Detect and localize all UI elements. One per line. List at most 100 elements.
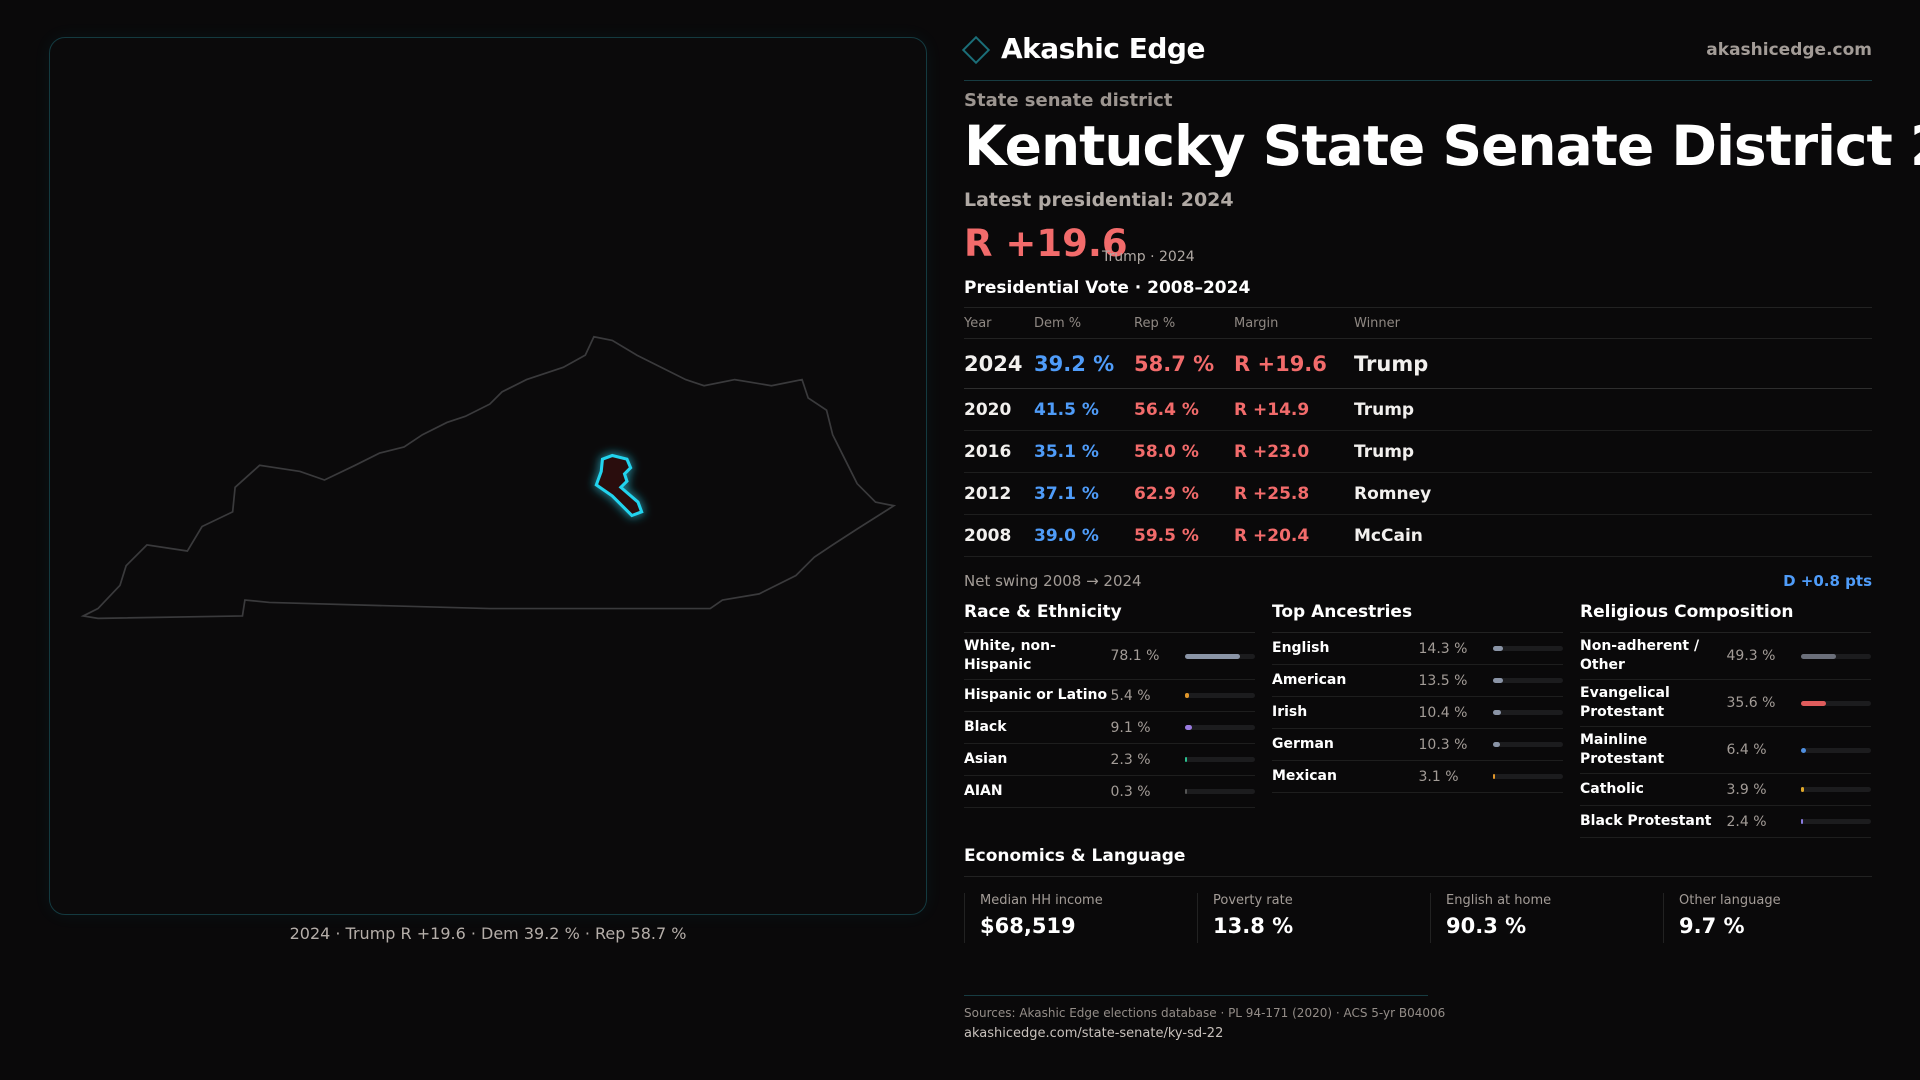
bar-fill: [1493, 742, 1501, 747]
list-item: Catholic 3.9 %: [1580, 774, 1872, 806]
stat-card: English at home 90.3 %: [1430, 893, 1656, 943]
bar-track: [1493, 774, 1564, 779]
winner-cell: Trump: [1354, 388, 1872, 431]
section-title: Top Ancestries: [1272, 602, 1563, 633]
latest-margin-subtitle: Trump · 2024: [1102, 249, 1195, 265]
list-item: Asian 2.3 %: [964, 744, 1256, 776]
bar-track: [1185, 725, 1256, 730]
item-label: English: [1272, 640, 1330, 656]
item-percent: 2.3 %: [1110, 751, 1151, 768]
item-label: Non-adherent / Other: [1580, 638, 1700, 673]
year-cell: 2012: [964, 472, 1034, 515]
table-row[interactable]: 2020 41.5 % 56.4 % R +14.9 Trump: [964, 388, 1872, 431]
rep-cell: 59.5 %: [1134, 514, 1234, 557]
stat-value: $68,519: [980, 914, 1076, 938]
margin-cell: R +25.8: [1234, 472, 1354, 515]
item-percent: 13.5 %: [1418, 672, 1468, 689]
item-percent: 14.3 %: [1418, 640, 1468, 657]
winner-cell: Trump: [1354, 430, 1872, 473]
item-percent: 78.1 %: [1110, 648, 1160, 664]
stat-label: Other language: [1679, 893, 1781, 908]
diamond-logo-icon: [961, 35, 991, 65]
section-race-ethnicity: Race & Ethnicity White, non-Hispanic 78.1 …: [964, 602, 1256, 808]
winner-cell: Romney: [1354, 472, 1872, 515]
item-label: Hispanic or Latino: [964, 687, 1108, 703]
bar-track: [1493, 646, 1564, 651]
dem-cell: 39.0 %: [1034, 514, 1134, 557]
table-row[interactable]: 2024 39.2 % 58.7 % R +19.6 Trump: [964, 338, 1872, 389]
margin-cell: R +14.9: [1234, 388, 1354, 431]
presidential-table: Year Dem % Rep % Margin Winner 2024 39.2 % 58.…: [964, 307, 1872, 557]
bar-fill: [1493, 646, 1504, 651]
margin-cell: R +19.6: [1234, 338, 1354, 389]
stat-value: 9.7 %: [1679, 914, 1745, 938]
item-label: Catholic: [1580, 781, 1644, 797]
latest-margin: R +19.6: [964, 222, 1128, 265]
table-row[interactable]: 2012 37.1 % 62.9 % R +25.8 Romney: [964, 472, 1872, 515]
year-cell: 2016: [964, 430, 1034, 473]
list-item: Mainline Protestant 6.4 %: [1580, 727, 1872, 774]
item-percent: 3.1 %: [1418, 768, 1459, 785]
item-percent: 5.4 %: [1110, 687, 1151, 704]
bar-track: [1801, 653, 1872, 659]
item-label: AIAN: [964, 783, 1003, 799]
section-religious-composition: Religious Composition Non-adherent / Othe…: [1580, 602, 1872, 838]
bar-fill: [1801, 653, 1836, 659]
column-header: Dem %: [1034, 307, 1134, 339]
item-label: Asian: [964, 751, 1008, 767]
item-label: White, non-Hispanic: [964, 638, 1056, 673]
latest-presidential: Latest presidential: 2024: [964, 189, 1234, 211]
stat-card: Median HH income $68,519: [964, 893, 1190, 943]
item-percent: 10.3 %: [1418, 736, 1468, 753]
bar-fill: [1185, 653, 1240, 659]
item-label: Mexican: [1272, 768, 1337, 784]
economics-title: Economics & Language: [964, 846, 1872, 877]
site-link[interactable]: akashicedge.com: [1706, 40, 1872, 60]
bar-fill: [1185, 789, 1188, 794]
list-item: Black 9.1 %: [964, 712, 1256, 744]
item-percent: 3.9 %: [1726, 781, 1767, 798]
table-row[interactable]: 2016 35.1 % 58.0 % R +23.0 Trump: [964, 430, 1872, 473]
bar-track: [1493, 678, 1564, 683]
stat-label: Median HH income: [980, 893, 1103, 908]
rep-cell: 58.0 %: [1134, 430, 1234, 473]
map-caption: 2024 · Trump R +19.6 · Dem 39.2 % · Rep …: [289, 924, 687, 943]
list-item: Mexican 3.1 %: [1272, 761, 1564, 793]
footer-divider: [964, 995, 1428, 996]
column-header: Year: [964, 307, 1034, 339]
item-label: German: [1272, 736, 1334, 752]
dem-cell: 35.1 %: [1034, 430, 1134, 473]
map-panel[interactable]: [49, 37, 927, 915]
dem-cell: 37.1 %: [1034, 472, 1134, 515]
column-header: Rep %: [1134, 307, 1234, 339]
year-cell: 2024: [964, 338, 1034, 389]
table-row[interactable]: 2008 39.0 % 59.5 % R +20.4 McCain: [964, 514, 1872, 557]
margin-cell: R +20.4: [1234, 514, 1354, 557]
dem-cell: 39.2 %: [1034, 338, 1134, 389]
bar-track: [1185, 757, 1256, 762]
item-label: Black: [964, 719, 1007, 735]
section-title: Race & Ethnicity: [964, 602, 1255, 633]
section-title: Religious Composition: [1580, 602, 1871, 633]
rep-cell: 58.7 %: [1134, 338, 1234, 389]
bar-track: [1185, 653, 1256, 659]
item-percent: 49.3 %: [1726, 648, 1776, 664]
page-url[interactable]: akashicedge.com/state-senate/ky-sd-22: [964, 1026, 1224, 1041]
list-item: English 14.3 %: [1272, 633, 1564, 665]
item-percent: 2.4 %: [1726, 813, 1767, 830]
table-header: Year Dem % Rep % Margin Winner: [964, 307, 1872, 339]
list-item: German 10.3 %: [1272, 729, 1564, 761]
item-percent: 35.6 %: [1726, 695, 1776, 711]
district-type: State senate district: [964, 90, 1173, 111]
brand-header: Akashic Edge akashicedge.com: [961, 32, 1872, 68]
bar-track: [1185, 789, 1256, 794]
divider: [964, 80, 1872, 81]
stat-card: Other language 9.7 %: [1663, 893, 1889, 943]
stat-label: English at home: [1446, 893, 1552, 908]
item-label: Irish: [1272, 704, 1308, 720]
item-percent: 0.3 %: [1110, 783, 1151, 800]
bar-fill: [1185, 725, 1192, 730]
brand-name: Akashic Edge: [1001, 32, 1205, 65]
bar-fill: [1801, 819, 1804, 824]
stat-value: 90.3 %: [1446, 914, 1527, 938]
